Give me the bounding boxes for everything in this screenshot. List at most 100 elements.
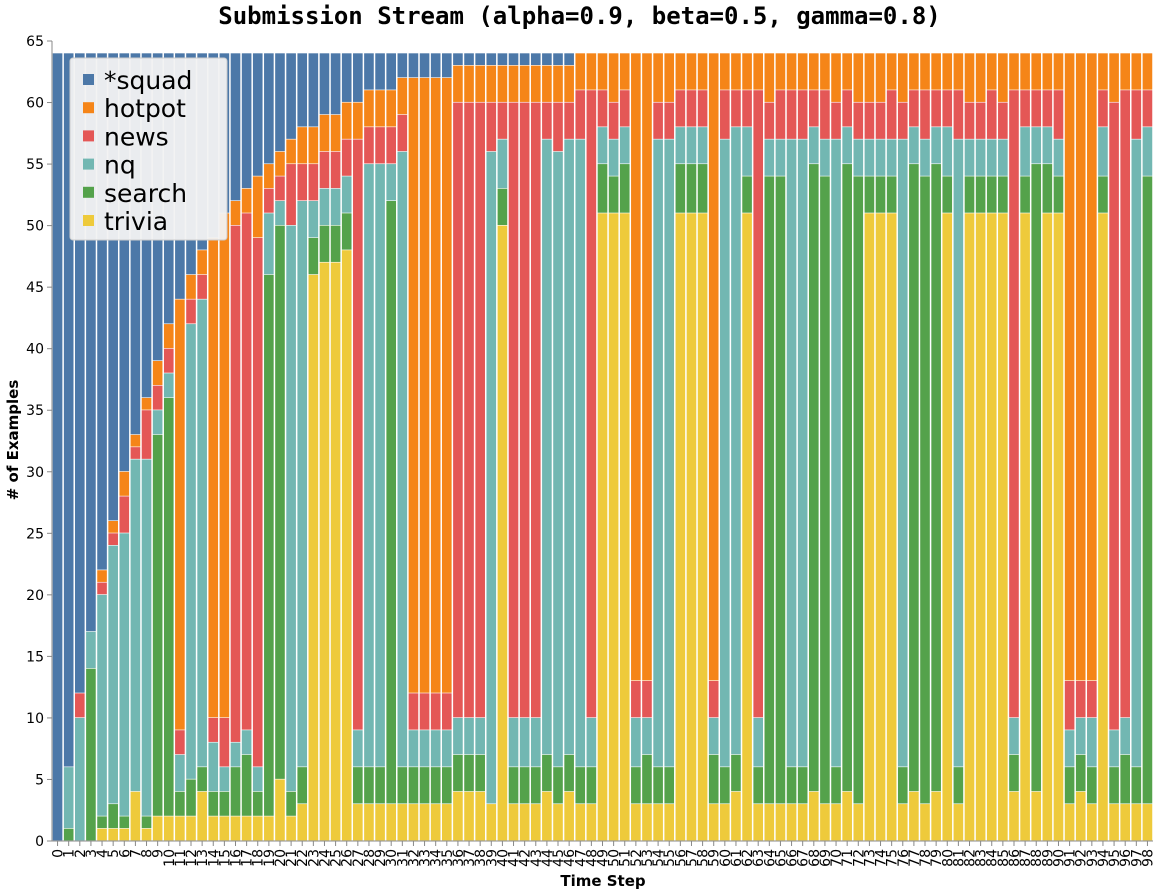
- bar-segment-news-23: [308, 164, 319, 201]
- bar-segment-squad-20: [275, 53, 285, 152]
- y-tick-label: 15: [26, 649, 44, 665]
- bar-segment-nq-79: [931, 127, 941, 164]
- bar-segment-news-11: [175, 730, 185, 755]
- x-tick-label: 19: [262, 849, 278, 867]
- x-axis: 0123456789101112131415161718192021222324…: [51, 840, 1156, 867]
- x-tick-label: 27: [351, 849, 367, 867]
- y-tick-label: 50: [26, 219, 44, 235]
- x-tick-label: 64: [762, 849, 778, 867]
- bar-segment-news-73: [864, 102, 875, 139]
- bar-segment-nq-61: [731, 127, 741, 755]
- legend-swatch-hotpot: [83, 102, 94, 114]
- x-tick-label: 52: [629, 849, 645, 867]
- bar-segment-search-16: [230, 767, 241, 816]
- bar-segment-hotpot-67: [797, 53, 808, 90]
- x-tick-label: 62: [740, 849, 756, 867]
- bar-segment-news-96: [1120, 90, 1131, 718]
- bar-segment-nq-88: [1031, 127, 1042, 164]
- bar-segment-nq-39: [486, 151, 497, 804]
- bar-segment-nq-48: [586, 717, 597, 767]
- bar-segment-hotpot-36: [453, 65, 463, 102]
- bar-segment-search-47: [575, 767, 586, 804]
- bar-segment-nq-92: [1075, 717, 1086, 755]
- bar-segment-nq-1: [63, 767, 74, 829]
- x-tick-label: 15: [217, 849, 233, 867]
- bar-segment-trivia-54: [653, 804, 663, 841]
- bar-segment-search-59: [708, 754, 719, 804]
- bar-segment-trivia-97: [1131, 804, 1142, 841]
- bar-segment-news-87: [1020, 90, 1030, 127]
- bar-segment-news-76: [897, 102, 908, 139]
- bar-segment-nq-63: [753, 717, 764, 767]
- bar-segment-search-3: [86, 668, 96, 841]
- bar-segment-hotpot-56: [675, 53, 686, 90]
- bar-segment-search-76: [897, 767, 908, 804]
- bar-segment-nq-14: [208, 742, 219, 792]
- bar-segment-squad-16: [230, 53, 241, 201]
- bar-segment-hotpot-5: [108, 521, 118, 533]
- x-tick-label: 12: [184, 849, 200, 867]
- bar-segment-nq-17: [241, 730, 252, 755]
- bar-segment-search-82: [964, 176, 975, 213]
- bar-segment-search-14: [208, 791, 219, 816]
- bar-segment-trivia-58: [697, 213, 708, 841]
- bar-segment-news-82: [964, 102, 975, 139]
- bar-segment-squad-3: [86, 53, 96, 632]
- bar-segment-nq-16: [230, 742, 241, 767]
- legend-swatch-squad: [83, 74, 94, 85]
- bar-segment-hotpot-80: [942, 53, 953, 90]
- bar-segment-news-41: [508, 102, 519, 718]
- x-tick-label: 44: [540, 849, 556, 867]
- bar-segment-trivia-50: [608, 213, 619, 841]
- bar-segment-hotpot-22: [297, 127, 308, 164]
- x-tick-label: 2: [73, 849, 89, 858]
- bar-segment-search-17: [241, 754, 252, 816]
- x-tick-label: 35: [440, 849, 456, 867]
- bar-segment-news-27: [353, 139, 363, 730]
- bar-segment-squad-41: [508, 53, 519, 66]
- bar-segment-news-35: [441, 693, 452, 730]
- bar-segment-nq-60: [720, 139, 730, 767]
- bar-segment-hotpot-57: [686, 53, 697, 90]
- bar-segment-hotpot-66: [786, 53, 797, 90]
- bar-segment-squad-32: [408, 53, 419, 78]
- bar-segment-search-93: [1087, 767, 1097, 804]
- bar-segment-search-30: [386, 201, 397, 804]
- bar-segment-search-55: [664, 767, 675, 804]
- x-tick-label: 43: [529, 849, 545, 867]
- bar-segment-hotpot-61: [731, 53, 741, 90]
- bar-segment-squad-34: [430, 53, 441, 78]
- y-tick-label: 30: [26, 465, 44, 481]
- bar-segment-news-91: [1064, 681, 1075, 730]
- bar-segment-news-34: [430, 693, 441, 730]
- bar-segment-search-6: [119, 816, 130, 829]
- x-tick-label: 41: [507, 849, 523, 867]
- x-tick-label: 33: [418, 849, 434, 867]
- bar-segment-news-79: [931, 90, 941, 127]
- bar-segment-trivia-98: [1142, 804, 1153, 841]
- bar-segment-nq-25: [330, 188, 341, 226]
- bar-segment-nq-81: [953, 139, 964, 767]
- bar-segment-trivia-47: [575, 804, 586, 841]
- bar-segment-nq-70: [831, 139, 841, 767]
- bar-segment-news-64: [764, 102, 775, 139]
- bar-segment-hotpot-27: [353, 102, 363, 139]
- y-tick-label: 20: [26, 588, 44, 604]
- x-tick-label: 42: [518, 849, 534, 867]
- x-tick-label: 63: [751, 849, 767, 867]
- bar-segment-nq-55: [664, 139, 675, 767]
- bar-segment-nq-90: [1053, 139, 1064, 176]
- bar-segment-trivia-15: [219, 816, 230, 841]
- bar-segment-hotpot-31: [397, 77, 408, 115]
- bar-segment-hotpot-77: [909, 53, 919, 90]
- bar-segment-hotpot-40: [497, 65, 508, 102]
- bar-segment-news-19: [264, 188, 274, 213]
- bar-segment-hotpot-92: [1075, 53, 1086, 681]
- bar-segment-hotpot-94: [1098, 53, 1108, 90]
- bar-segment-squad-5: [108, 53, 118, 521]
- x-tick-label: 30: [384, 849, 400, 867]
- bar-segment-nq-65: [775, 139, 786, 176]
- bar-segment-news-88: [1031, 90, 1042, 127]
- bar-segment-trivia-69: [820, 804, 830, 841]
